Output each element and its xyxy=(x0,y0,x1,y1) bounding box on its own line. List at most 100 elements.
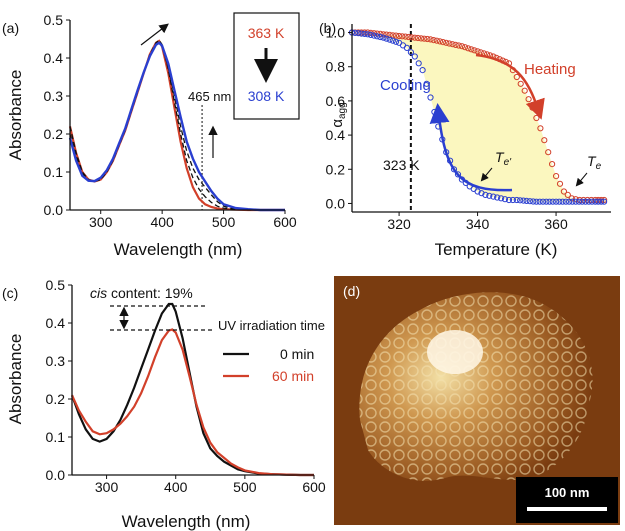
panel-b-point xyxy=(523,197,530,204)
panel-b-y-tick-label: 0.8 xyxy=(326,59,346,75)
panel-b-point xyxy=(572,198,579,205)
panel-b-point xyxy=(421,35,428,42)
panel-b-point xyxy=(545,149,552,156)
panel-b-point xyxy=(465,45,472,52)
panel-b-point xyxy=(458,43,465,50)
panel-b-point xyxy=(553,173,560,180)
panel-c-x-tick-label: 300 xyxy=(95,479,119,495)
panel-c-label: (c) xyxy=(2,285,18,301)
panel-b-point xyxy=(575,198,583,205)
panel-b-point xyxy=(423,80,430,87)
panel-b-point xyxy=(582,198,589,205)
panel-b-point xyxy=(415,60,422,67)
panel-b-point xyxy=(541,137,548,144)
panel-b-point xyxy=(414,34,421,42)
panel-a-xlabel: Wavelength (nm) xyxy=(114,240,243,259)
panel-b-y-tick-label: 0.6 xyxy=(326,93,346,109)
panel-b-point xyxy=(408,34,415,41)
panel-a-y-tick-label: 0.3 xyxy=(44,88,64,104)
panel-c-series xyxy=(70,302,314,477)
panel-b-dash-label: 323 K xyxy=(383,157,420,173)
panel-b-point xyxy=(433,37,440,44)
scale-bar-box xyxy=(516,477,618,523)
panel-b-cooling-arrow xyxy=(429,103,513,192)
panel-b-point xyxy=(486,192,493,199)
panel-b-point xyxy=(588,198,596,205)
panel-b-hysteresis-area xyxy=(352,32,608,202)
panel-a-x-tick-label: 300 xyxy=(89,214,113,230)
panel-b-point xyxy=(383,35,390,42)
panel-b-point xyxy=(543,198,550,205)
panel-c-legend-0: 0 min xyxy=(280,346,314,362)
panel-a-series-line xyxy=(68,41,285,212)
panel-b-point xyxy=(560,188,568,195)
panel-b-point xyxy=(430,37,437,44)
panel-a-y-tick-label: 0.4 xyxy=(44,50,64,66)
panel-b-point xyxy=(556,198,563,205)
panel-b-point xyxy=(579,198,586,205)
panel-a-y-tick-label: 0.2 xyxy=(44,126,64,142)
panel-b-point xyxy=(436,38,443,45)
panel-b-point xyxy=(399,33,406,40)
panel-b-cooling-label: Cooling xyxy=(380,77,431,94)
panel-a-x-tick-label: 400 xyxy=(150,214,174,230)
panel-c-legend-title: UV irradiation time xyxy=(218,318,325,333)
panel-c-x-tick-label: 400 xyxy=(164,479,188,495)
panel-b-point xyxy=(361,30,368,38)
panel-a-axes: 300 400 500 600 0.0 0.1 0.2 0.3 0.4 0.5 xyxy=(44,12,297,230)
panel-b-y-tick-label: 1.0 xyxy=(326,25,346,41)
panel-b-ylabel: αagg xyxy=(329,102,348,127)
panel-b-y-tick-label: 0.4 xyxy=(326,127,346,143)
panel-b-point xyxy=(553,198,560,205)
panel-b-point xyxy=(533,198,540,205)
panel-c-y-tick-label: 0.0 xyxy=(46,467,66,483)
panel-b-point xyxy=(556,180,564,187)
panel-b-x-tick-label: 340 xyxy=(466,216,490,232)
panel-a-label: (a) xyxy=(2,20,19,36)
panel-a-ylabel: Absorbance xyxy=(6,70,25,161)
panel-b-point xyxy=(411,53,418,60)
panel-b-point xyxy=(386,36,393,43)
panel-c-y-tick-label: 0.3 xyxy=(46,353,66,369)
panel-c-axes: 300 400 500 600 0.0 0.1 0.2 0.3 0.4 0.5 xyxy=(46,277,326,495)
panel-b-axes: 320 340 360 0.0 0.2 0.4 0.6 0.8 1.0 xyxy=(326,24,611,232)
panel-b-point xyxy=(418,35,425,42)
panel-b-point xyxy=(539,198,547,205)
panel-b-point xyxy=(520,197,527,204)
panel-b-point xyxy=(446,40,453,47)
panel-b-point xyxy=(513,73,520,81)
panel-b-point xyxy=(461,44,469,51)
panel-b-point xyxy=(374,33,381,40)
panel-b-point xyxy=(526,198,534,205)
panel-b-point xyxy=(564,191,571,198)
panel-b-point xyxy=(392,38,400,45)
panel-b-point xyxy=(405,33,412,41)
panel-c-series-line xyxy=(70,328,314,477)
panel-b-point xyxy=(468,46,475,53)
panel-b-point xyxy=(585,198,592,205)
panel-b-x-tick-label: 320 xyxy=(387,216,411,232)
panel-b-point xyxy=(370,32,378,39)
panel-b-te: Te xyxy=(587,153,602,172)
panel-b-point xyxy=(536,198,543,205)
panel-c-y-tick-label: 0.5 xyxy=(46,277,66,293)
panel-b-point xyxy=(592,198,599,205)
panel-b-point xyxy=(364,31,371,38)
panel-b-point xyxy=(455,42,462,49)
panel-b-point xyxy=(598,198,605,205)
panel-b-heating-arrow xyxy=(475,53,545,120)
panel-b-point xyxy=(449,41,456,48)
panel-b-point xyxy=(402,33,409,40)
panel-b-point xyxy=(474,48,481,55)
panel-b-point xyxy=(380,34,387,41)
panel-b-point xyxy=(501,196,509,203)
panel-b-point xyxy=(569,198,576,205)
panel-c-cis-label: cis content: 19% xyxy=(90,285,193,301)
panel-a-x-tick-label: 600 xyxy=(273,214,297,230)
afm-aggregate-texture xyxy=(359,292,593,481)
panel-b-point xyxy=(482,191,489,198)
panel-b-point xyxy=(424,35,431,43)
panel-d: (d) 100 nm xyxy=(334,276,620,525)
panel-b-point xyxy=(427,94,434,101)
panel-b-point xyxy=(427,36,434,43)
